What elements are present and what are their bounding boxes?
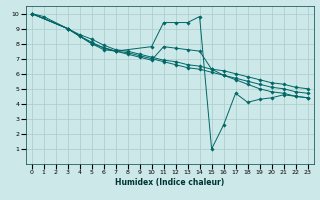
X-axis label: Humidex (Indice chaleur): Humidex (Indice chaleur): [115, 178, 224, 187]
